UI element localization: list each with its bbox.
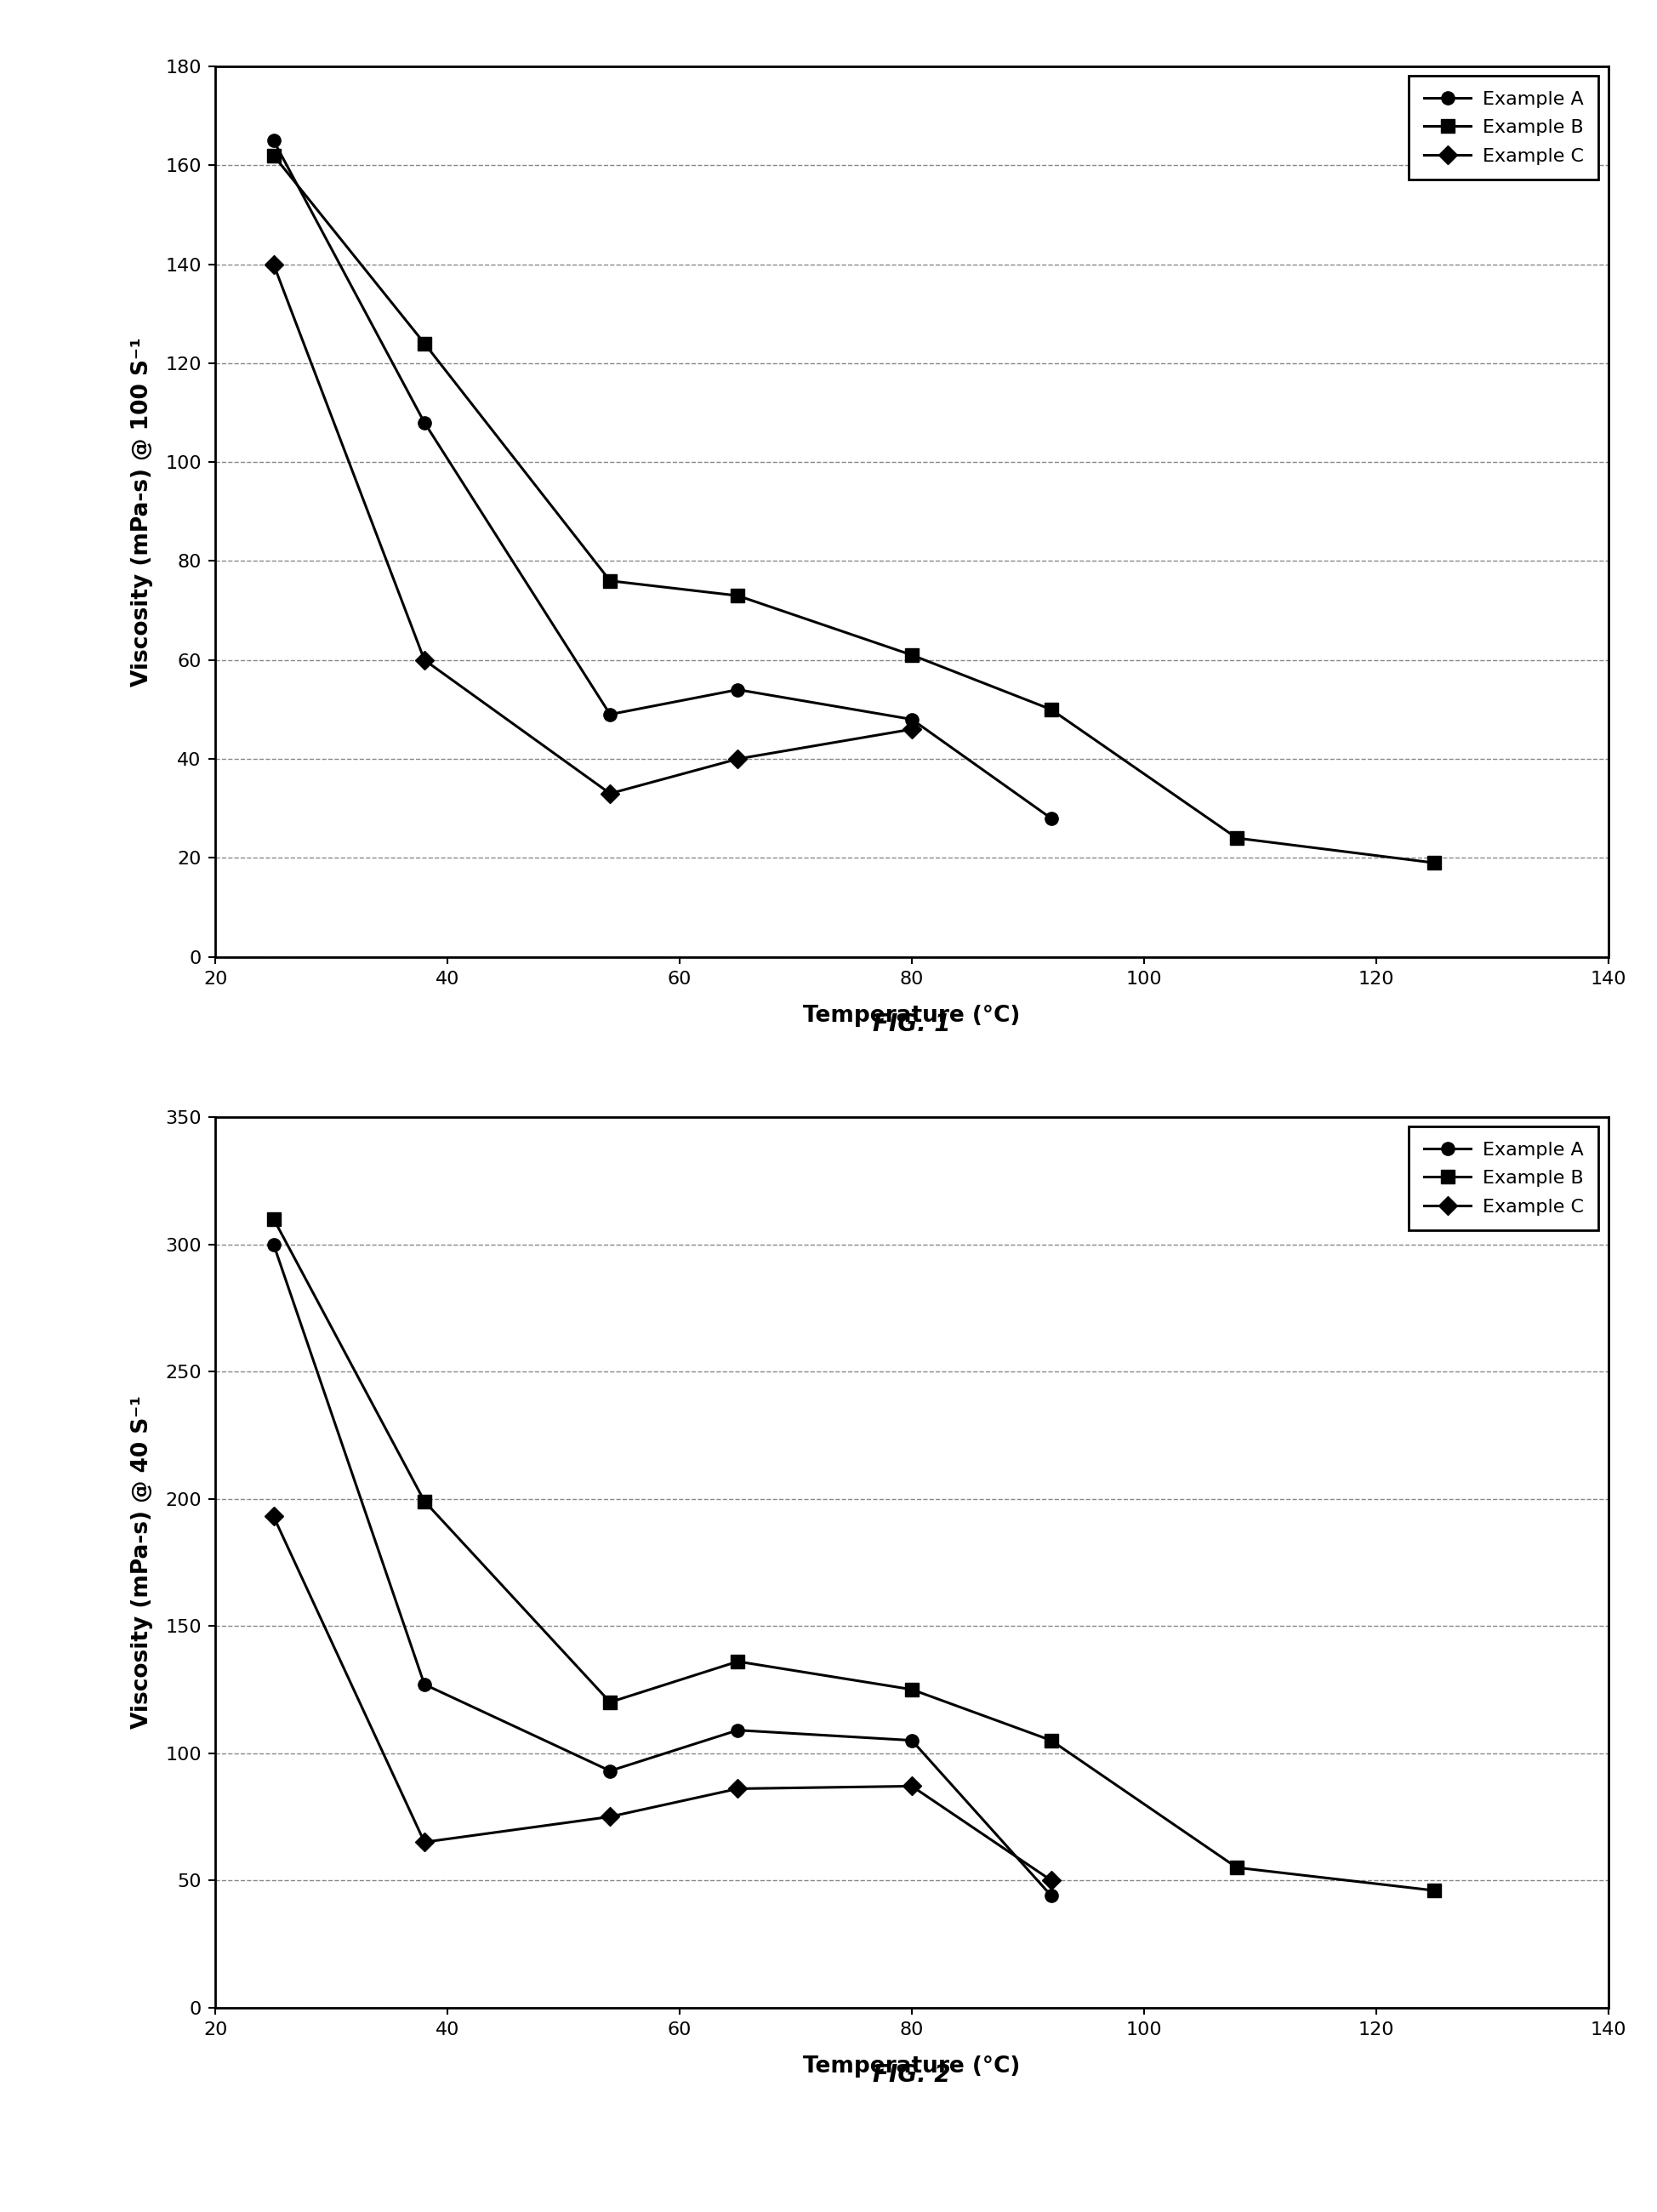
Example B bbox=[727, 1648, 747, 1674]
Example C bbox=[901, 717, 921, 743]
Example B bbox=[1423, 849, 1443, 876]
Example B bbox=[600, 1690, 620, 1717]
Example B bbox=[1226, 1854, 1246, 1880]
Example B bbox=[901, 1677, 921, 1703]
Line: Example A: Example A bbox=[267, 1239, 1057, 1902]
Example A bbox=[1041, 1882, 1060, 1909]
Example B bbox=[1041, 697, 1060, 723]
Example C bbox=[600, 1803, 620, 1829]
Example A bbox=[1041, 805, 1060, 832]
Legend: Example A, Example B, Example C: Example A, Example B, Example C bbox=[1408, 1126, 1597, 1230]
Example C bbox=[901, 1772, 921, 1798]
Example C bbox=[263, 1504, 283, 1531]
Example A bbox=[901, 706, 921, 732]
Example B bbox=[1041, 1728, 1060, 1754]
Example A bbox=[600, 1759, 620, 1785]
Line: Example A: Example A bbox=[267, 135, 1057, 825]
Example C bbox=[414, 1829, 434, 1856]
Example C bbox=[263, 250, 283, 276]
Line: Example C: Example C bbox=[267, 1511, 1057, 1887]
Example B bbox=[414, 330, 434, 356]
Example B bbox=[263, 142, 283, 168]
Example B bbox=[727, 582, 747, 608]
Example A bbox=[263, 128, 283, 155]
Example C bbox=[600, 781, 620, 807]
Y-axis label: Viscosity (mPa-s) @ 40 S⁻¹: Viscosity (mPa-s) @ 40 S⁻¹ bbox=[131, 1396, 152, 1730]
Example B bbox=[1423, 1878, 1443, 1905]
Legend: Example A, Example B, Example C: Example A, Example B, Example C bbox=[1408, 75, 1597, 179]
Example A bbox=[727, 677, 747, 703]
Y-axis label: Viscosity (mPa-s) @ 100 S⁻¹: Viscosity (mPa-s) @ 100 S⁻¹ bbox=[131, 336, 152, 686]
Example C bbox=[414, 646, 434, 672]
X-axis label: Temperature (°C): Temperature (°C) bbox=[802, 1004, 1021, 1026]
Line: Example B: Example B bbox=[267, 148, 1440, 869]
Example A bbox=[414, 409, 434, 436]
Example C bbox=[1041, 1867, 1060, 1893]
Example C bbox=[727, 1776, 747, 1803]
Example B bbox=[1226, 825, 1246, 852]
Line: Example C: Example C bbox=[267, 259, 918, 801]
Example A bbox=[600, 701, 620, 728]
Example B bbox=[414, 1489, 434, 1515]
Example A bbox=[414, 1670, 434, 1697]
Example A bbox=[901, 1728, 921, 1754]
Example A bbox=[263, 1232, 283, 1259]
Example C bbox=[727, 745, 747, 772]
Text: FIG. 1: FIG. 1 bbox=[873, 1013, 949, 1035]
Line: Example B: Example B bbox=[267, 1212, 1440, 1898]
X-axis label: Temperature (°C): Temperature (°C) bbox=[802, 2055, 1021, 2077]
Example A bbox=[727, 1717, 747, 1743]
Example B bbox=[600, 568, 620, 595]
Text: FIG. 2: FIG. 2 bbox=[873, 2064, 949, 2086]
Example B bbox=[901, 641, 921, 668]
Example B bbox=[263, 1206, 283, 1232]
